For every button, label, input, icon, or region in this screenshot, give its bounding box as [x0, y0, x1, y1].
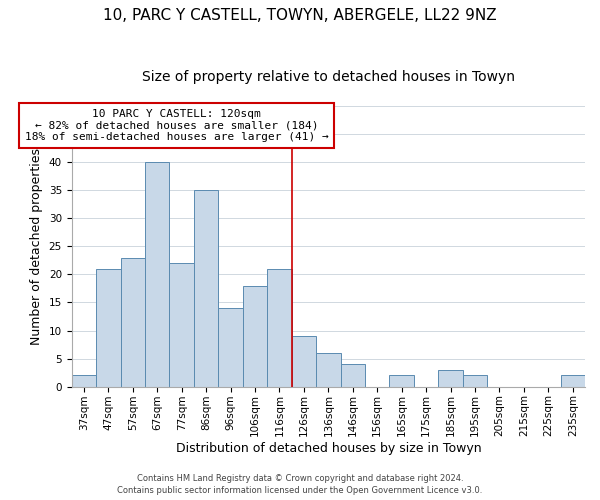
Bar [560, 376, 585, 386]
Bar [169, 263, 194, 386]
Bar [341, 364, 365, 386]
Bar [71, 376, 96, 386]
X-axis label: Distribution of detached houses by size in Towyn: Distribution of detached houses by size … [176, 442, 481, 455]
Title: Size of property relative to detached houses in Towyn: Size of property relative to detached ho… [142, 70, 515, 84]
Bar [292, 336, 316, 386]
Text: 10, PARC Y CASTELL, TOWYN, ABERGELE, LL22 9NZ: 10, PARC Y CASTELL, TOWYN, ABERGELE, LL2… [103, 8, 497, 22]
Bar [121, 258, 145, 386]
Bar [463, 376, 487, 386]
Bar [439, 370, 463, 386]
Bar [218, 308, 243, 386]
Bar [243, 286, 267, 386]
Bar [194, 190, 218, 386]
Text: Contains HM Land Registry data © Crown copyright and database right 2024.
Contai: Contains HM Land Registry data © Crown c… [118, 474, 482, 495]
Bar [96, 269, 121, 386]
Bar [145, 162, 169, 386]
Bar [316, 353, 341, 386]
Y-axis label: Number of detached properties: Number of detached properties [30, 148, 43, 345]
Text: 10 PARC Y CASTELL: 120sqm
← 82% of detached houses are smaller (184)
18% of semi: 10 PARC Y CASTELL: 120sqm ← 82% of detac… [25, 109, 329, 142]
Bar [267, 269, 292, 386]
Bar [389, 376, 414, 386]
